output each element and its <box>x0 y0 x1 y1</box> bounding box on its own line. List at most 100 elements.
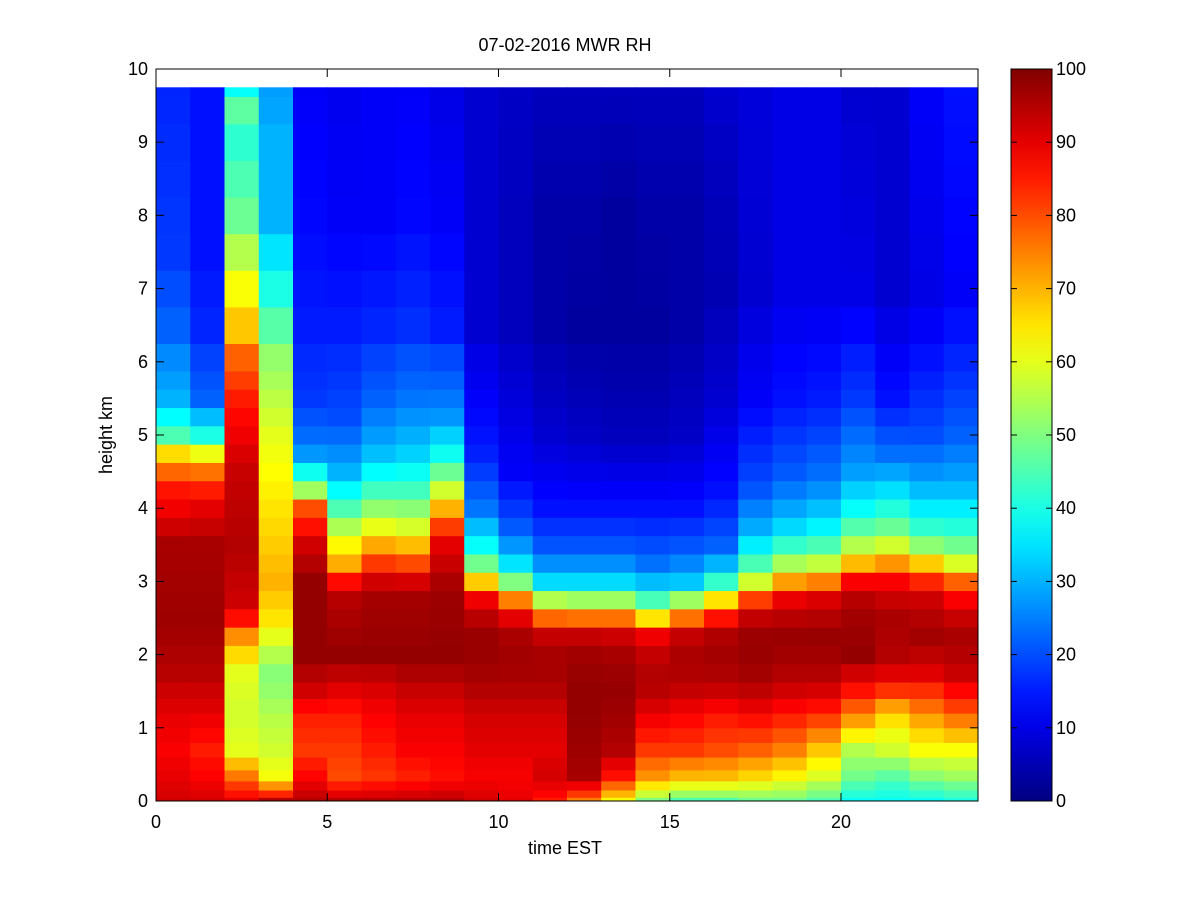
heatmap-cell <box>669 627 705 646</box>
heatmap-cell <box>909 233 945 271</box>
heatmap-cell <box>532 499 568 518</box>
heatmap-cell <box>806 797 842 802</box>
x-tick-label: 15 <box>660 812 680 832</box>
heatmap-cell <box>635 407 671 427</box>
heatmap-cell <box>293 87 328 97</box>
heatmap-cell <box>532 462 568 482</box>
heatmap-cell <box>909 713 945 729</box>
heatmap-cell <box>841 769 876 782</box>
heatmap-cell <box>738 96 773 125</box>
heatmap-cell <box>327 535 362 555</box>
heatmap-cell <box>772 407 808 427</box>
heatmap-cell <box>498 797 534 802</box>
heatmap-cell <box>772 553 808 573</box>
heatmap-cell <box>395 96 431 125</box>
heatmap-cell <box>772 480 808 500</box>
heatmap-cell <box>635 480 671 500</box>
heatmap-cell <box>498 769 534 782</box>
heatmap-cell <box>156 499 191 518</box>
heatmap-cell <box>909 499 945 518</box>
heatmap-cell <box>738 663 773 683</box>
heatmap-cell <box>327 682 362 700</box>
heatmap-cell <box>156 645 191 665</box>
heatmap-cell <box>190 645 225 665</box>
heatmap-cell <box>806 757 842 771</box>
heatmap-cell <box>841 389 876 409</box>
heatmap-cell <box>909 682 945 700</box>
heatmap-cell <box>156 757 191 771</box>
heatmap-cell <box>772 535 808 555</box>
heatmap-cell <box>498 123 534 161</box>
heatmap-cell <box>943 645 979 665</box>
heatmap-cell <box>567 742 602 758</box>
heatmap-cell <box>909 197 945 235</box>
heatmap-cell <box>464 197 499 235</box>
heatmap-cell <box>224 370 260 390</box>
heatmap-cell <box>464 370 499 390</box>
heatmap-cell <box>327 742 362 758</box>
heatmap-cell <box>361 790 397 798</box>
heatmap-cell <box>738 627 773 646</box>
heatmap-cell <box>567 197 602 235</box>
heatmap-cell <box>327 462 362 482</box>
heatmap-cell <box>601 608 636 628</box>
heatmap-cell <box>430 407 465 427</box>
heatmap-cell <box>395 123 431 161</box>
heatmap-cell <box>772 727 808 743</box>
heatmap-cell <box>909 645 945 665</box>
heatmap-cell <box>806 790 842 798</box>
heatmap-cell <box>258 123 294 161</box>
heatmap-cell <box>909 572 945 592</box>
heatmap-cell <box>806 780 842 791</box>
heatmap-cell <box>567 425 602 445</box>
heatmap-cell <box>430 160 465 198</box>
heatmap-cell <box>224 797 260 802</box>
heatmap-cell <box>430 608 465 628</box>
heatmap-cell <box>601 343 636 372</box>
heatmap-cell <box>567 698 602 714</box>
heatmap-cell <box>669 123 705 161</box>
heatmap-cell <box>943 757 979 771</box>
heatmap-cell <box>841 270 876 308</box>
heatmap-cell <box>258 499 294 518</box>
heatmap-cell <box>190 233 225 271</box>
heatmap-cell <box>190 698 225 714</box>
heatmap-cell <box>190 123 225 161</box>
heatmap-cell <box>430 535 465 555</box>
heatmap-cell <box>293 197 328 235</box>
heatmap-cell <box>841 627 876 646</box>
heatmap-cell <box>635 780 671 791</box>
heatmap-cell <box>361 517 397 537</box>
heatmap-cell <box>772 96 808 125</box>
heatmap-cell <box>361 306 397 344</box>
heatmap-cell <box>258 535 294 555</box>
heatmap-cell <box>806 572 842 592</box>
heatmap-cell <box>430 233 465 271</box>
heatmap-cell <box>258 663 294 683</box>
heatmap-cell <box>327 590 362 610</box>
heatmap-cell <box>943 797 979 802</box>
heatmap-cell <box>943 480 979 500</box>
heatmap-cell <box>190 462 225 482</box>
heatmap-cell <box>806 663 842 683</box>
heatmap-cell <box>669 553 705 573</box>
heatmap-cell <box>841 87 876 97</box>
heatmap-cell <box>875 590 910 610</box>
heatmap-cell <box>875 535 910 555</box>
heatmap-cell <box>293 499 328 518</box>
heatmap-cell <box>258 682 294 700</box>
heatmap-cell <box>464 306 499 344</box>
heatmap-cell <box>361 389 397 409</box>
heatmap-cell <box>464 608 499 628</box>
heatmap-cell <box>532 389 568 409</box>
heatmap-cell <box>464 727 499 743</box>
heatmap-cell <box>464 627 499 646</box>
heatmap-cell <box>464 713 499 729</box>
heatmap-cell <box>498 572 534 592</box>
heatmap-cell <box>190 343 225 372</box>
heatmap-cell <box>635 572 671 592</box>
heatmap-cell <box>361 797 397 802</box>
heatmap-cell <box>327 480 362 500</box>
heatmap-cell <box>293 306 328 344</box>
heatmap-cell <box>258 462 294 482</box>
